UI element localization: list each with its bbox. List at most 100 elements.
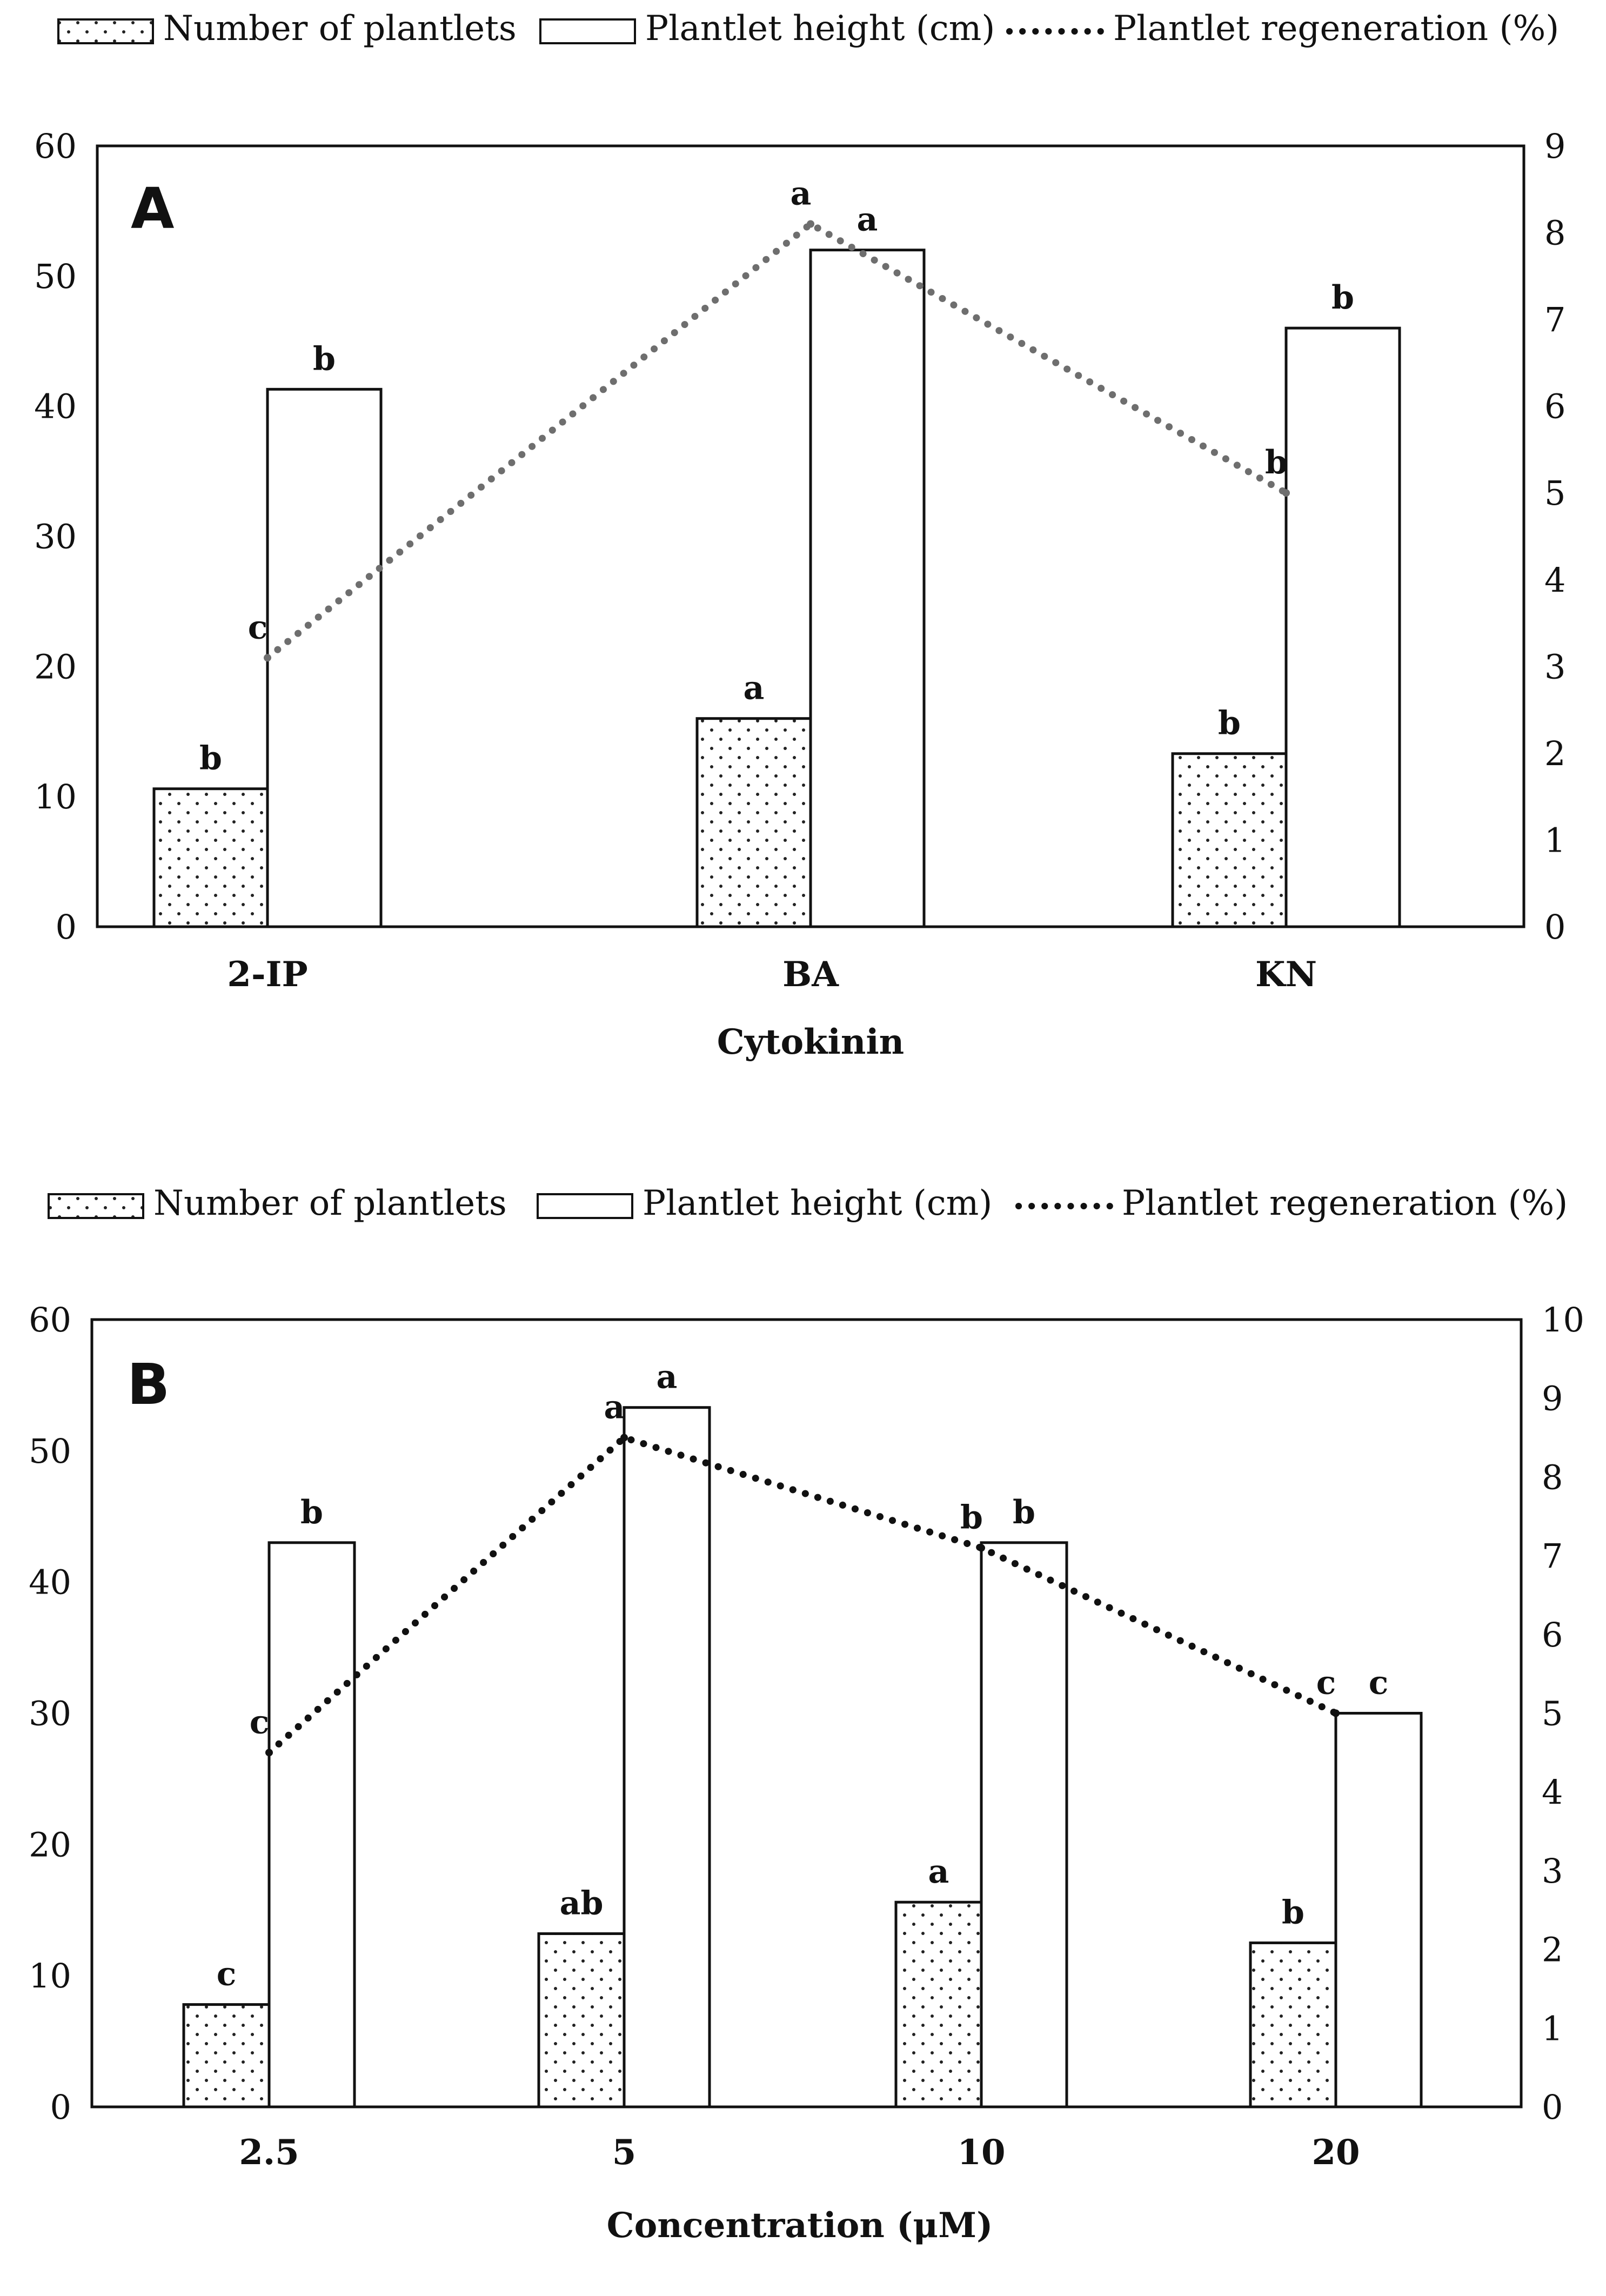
panel-label-b: B (127, 1351, 170, 1417)
bar-number-of-plantlets-a-0 (152, 787, 269, 928)
label-regeneration-b-3: c (1316, 1664, 1336, 1702)
y-tick-right-b-1: 1 (1542, 2009, 1563, 2048)
label-regeneration-a-0: c (248, 608, 268, 646)
label-plantlet-height-a-0: b (313, 340, 336, 378)
label-plantlet-height-b-3: c (1369, 1664, 1389, 1702)
y-tick-left-b-20: 20 (29, 1825, 71, 1864)
bars-b (182, 1406, 1423, 2108)
label-regeneration-b-1: a (604, 1389, 625, 1427)
y-tick-right-a-9: 9 (1544, 126, 1565, 166)
x-tick-a-2: KN (1255, 954, 1317, 995)
chart-b: Number of plantlets Plantlet height (cm)… (29, 1183, 1584, 2246)
y-tick-left-b-0: 0 (50, 2087, 71, 2127)
label-plantlet-height-b-1: a (657, 1358, 678, 1396)
label-regeneration-a-2: b (1265, 444, 1288, 481)
legend-b: Number of plantlets Plantlet height (cm)… (48, 1183, 1568, 1223)
y-tick-right-b-10: 10 (1542, 1300, 1584, 1340)
legend-b-height-swatch (537, 1193, 633, 1219)
y-tick-left-b-40: 40 (29, 1563, 71, 1602)
bar-number-of-plantlets-a-1 (695, 717, 812, 928)
y-tick-left-b-60: 60 (29, 1300, 71, 1340)
regeneration-point-a-0 (264, 654, 271, 662)
chart-a: Number of plantlets Plantlet height (cm)… (34, 9, 1565, 1062)
bar-plantlet-height-b-0 (267, 1541, 356, 2108)
bar-number-of-plantlets-b-2 (894, 1900, 983, 2108)
regeneration-polyline-b (265, 1434, 1340, 1756)
x-tick-a-0: 2-IP (227, 954, 307, 995)
y-tick-left-a-60: 60 (34, 126, 77, 166)
regeneration-point-a-1 (807, 220, 814, 228)
panel-label-a: A (131, 176, 175, 242)
y-axis-right-b: 0 1 2 3 4 5 6 7 8 9 10 (1542, 1300, 1584, 2127)
regeneration-point-b-1 (620, 1434, 628, 1442)
y-tick-left-a-40: 40 (34, 387, 77, 426)
bar-number-of-plantlets-b-3 (1249, 1941, 1337, 2108)
x-tick-b-2: 10 (957, 2132, 1005, 2173)
y-tick-left-a-50: 50 (34, 257, 77, 296)
bar-plantlet-height-b-2 (980, 1541, 1068, 2108)
regeneration-line-a (264, 219, 1290, 662)
y-tick-right-a-3: 3 (1544, 647, 1565, 686)
x-tick-b-1: 5 (612, 2132, 637, 2173)
label-number-of-plantlets-b-0: c (217, 1956, 237, 1993)
y-tick-left-a-10: 10 (34, 777, 77, 816)
y-tick-right-a-5: 5 (1544, 473, 1565, 513)
label-number-of-plantlets-a-1: a (744, 670, 765, 707)
y-tick-right-a-0: 0 (1544, 907, 1565, 947)
bar-plantlet-height-a-1 (809, 249, 926, 928)
legend-a-height-swatch (539, 18, 636, 44)
regeneration-point-b-3 (1332, 1709, 1340, 1717)
label-regeneration-b-0: c (250, 1703, 270, 1741)
legend-a: Number of plantlets Plantlet height (cm)… (57, 9, 1559, 49)
label-number-of-plantlets-b-1: ab (560, 1884, 604, 1922)
y-tick-right-b-9: 9 (1542, 1379, 1563, 1418)
label-plantlet-height-b-0: b (300, 1494, 323, 1531)
label-plantlet-height-b-2: b (1013, 1494, 1035, 1531)
bar-plantlet-height-a-0 (266, 387, 383, 928)
x-tick-a-1: BA (782, 954, 839, 995)
x-tick-b-3: 20 (1311, 2132, 1360, 2173)
y-tick-right-a-2: 2 (1544, 734, 1565, 773)
bars-a (152, 249, 1401, 928)
y-tick-left-a-30: 30 (34, 517, 77, 557)
label-number-of-plantlets-a-0: b (199, 740, 222, 778)
x-axis-b: 2.5 5 10 20 (239, 2132, 1360, 2173)
y-tick-left-a-0: 0 (56, 907, 77, 947)
regeneration-point-a-2 (1282, 489, 1290, 497)
significance-labels-a: b b a a b b c a b (199, 175, 1354, 778)
y-tick-left-b-30: 30 (29, 1694, 71, 1733)
y-tick-right-b-3: 3 (1542, 1851, 1563, 1891)
legend-a-number-swatch (57, 18, 154, 44)
y-tick-right-b-4: 4 (1542, 1772, 1563, 1812)
y-tick-right-b-2: 2 (1542, 1930, 1563, 1970)
y-tick-right-a-4: 4 (1544, 560, 1565, 600)
bar-plantlet-height-b-1 (623, 1406, 711, 2108)
regeneration-point-b-2 (978, 1544, 985, 1552)
legend-a-number-label: Number of plantlets (163, 9, 517, 49)
label-plantlet-height-a-1: a (857, 201, 878, 239)
x-axis-title-a: Cytokinin (717, 1022, 904, 1062)
y-tick-right-b-7: 7 (1542, 1536, 1563, 1576)
y-axis-left-a: 0 10 20 30 40 50 60 (34, 126, 77, 947)
regeneration-point-b-0 (265, 1749, 273, 1757)
y-tick-left-b-50: 50 (29, 1431, 71, 1471)
bar-number-of-plantlets-a-2 (1171, 752, 1288, 928)
x-tick-b-0: 2.5 (239, 2132, 299, 2173)
y-tick-right-a-8: 8 (1544, 213, 1565, 253)
label-plantlet-height-a-2: b (1331, 279, 1354, 317)
y-tick-right-b-6: 6 (1542, 1615, 1563, 1655)
y-tick-right-b-5: 5 (1542, 1694, 1563, 1733)
legend-a-height-label: Plantlet height (cm) (645, 9, 995, 49)
legend-a-regen-label: Plantlet regeneration (%) (1113, 9, 1559, 49)
x-axis-title-b: Concentration (μM) (607, 2205, 993, 2246)
label-number-of-plantlets-a-2: b (1218, 705, 1241, 742)
regeneration-line-b (265, 1434, 1340, 1757)
label-number-of-plantlets-b-2: a (928, 1853, 949, 1891)
regeneration-polyline-a (264, 219, 1290, 661)
y-tick-left-a-20: 20 (34, 647, 77, 686)
y-tick-right-a-1: 1 (1544, 820, 1565, 860)
bar-plantlet-height-a-2 (1284, 326, 1401, 928)
legend-b-number-swatch (48, 1193, 144, 1219)
